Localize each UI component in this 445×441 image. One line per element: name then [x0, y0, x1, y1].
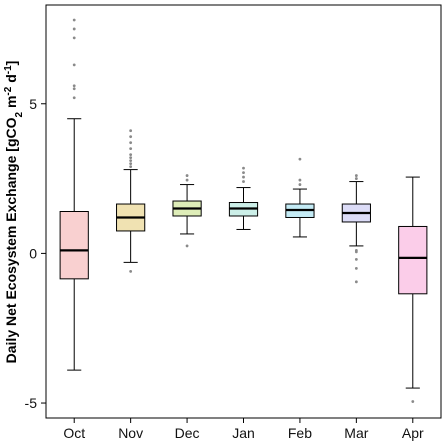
outlier-point — [354, 174, 358, 177]
outlier-point — [129, 159, 133, 163]
box-group-jan — [228, 166, 259, 230]
outlier-point — [72, 96, 76, 100]
y-tick-label: -5 — [25, 395, 38, 411]
outlier-point — [242, 175, 245, 179]
box-group-oct — [59, 18, 89, 371]
outlier-point — [354, 177, 358, 180]
outlier-point — [298, 157, 302, 161]
outlier-point — [411, 400, 415, 403]
outlier-point — [129, 162, 133, 166]
x-tick-label: Mar — [344, 425, 368, 441]
outlier-point — [129, 269, 133, 273]
outlier-point — [242, 166, 245, 170]
outlier-point — [72, 63, 76, 67]
box-group-mar — [341, 174, 371, 284]
x-tick-label: Oct — [63, 425, 85, 441]
outlier-point — [129, 153, 133, 157]
outlier-point — [129, 135, 133, 139]
boxes-layer — [59, 18, 428, 403]
outlier-point — [72, 87, 76, 91]
y-axis-title: Daily Net Ecosystem Exchange [gCO2 m-2 d… — [3, 61, 25, 364]
outlier-point — [354, 250, 358, 254]
outlier-point — [129, 147, 133, 151]
outlier-point — [129, 129, 133, 133]
outlier-point — [185, 244, 189, 248]
y-axis: -5 0 5 — [25, 96, 46, 411]
outlier-point — [354, 257, 358, 261]
outlier-point — [72, 18, 76, 22]
x-tick-label: Apr — [402, 425, 424, 441]
outlier-point — [242, 180, 245, 183]
x-tick-label: Feb — [288, 425, 312, 441]
x-tick-label: Dec — [175, 425, 200, 441]
box-group-nov — [116, 129, 146, 273]
x-tick-label: Nov — [118, 425, 143, 441]
outlier-point — [354, 266, 358, 270]
box-group-feb — [285, 157, 315, 238]
outlier-point — [129, 141, 133, 145]
box-group-dec — [172, 174, 202, 248]
x-axis: Oct Nov Dec Jan Feb Mar Apr — [63, 418, 424, 441]
outlier-point — [298, 183, 302, 186]
outlier-point — [185, 174, 189, 177]
outlier-point — [298, 178, 302, 182]
outlier-point — [72, 84, 76, 88]
y-tick-label: 5 — [29, 96, 37, 112]
box-group-apr — [398, 176, 428, 403]
x-tick-label: Jan — [232, 425, 255, 441]
outlier-point — [185, 178, 189, 182]
outlier-point — [129, 156, 133, 160]
box-body — [59, 211, 89, 280]
box-body — [398, 225, 428, 295]
y-tick-label: 0 — [29, 245, 37, 261]
outlier-point — [354, 280, 358, 284]
outlier-point — [72, 36, 76, 40]
outlier-point — [72, 27, 76, 31]
outlier-point — [129, 165, 133, 169]
outlier-point — [242, 171, 245, 174]
